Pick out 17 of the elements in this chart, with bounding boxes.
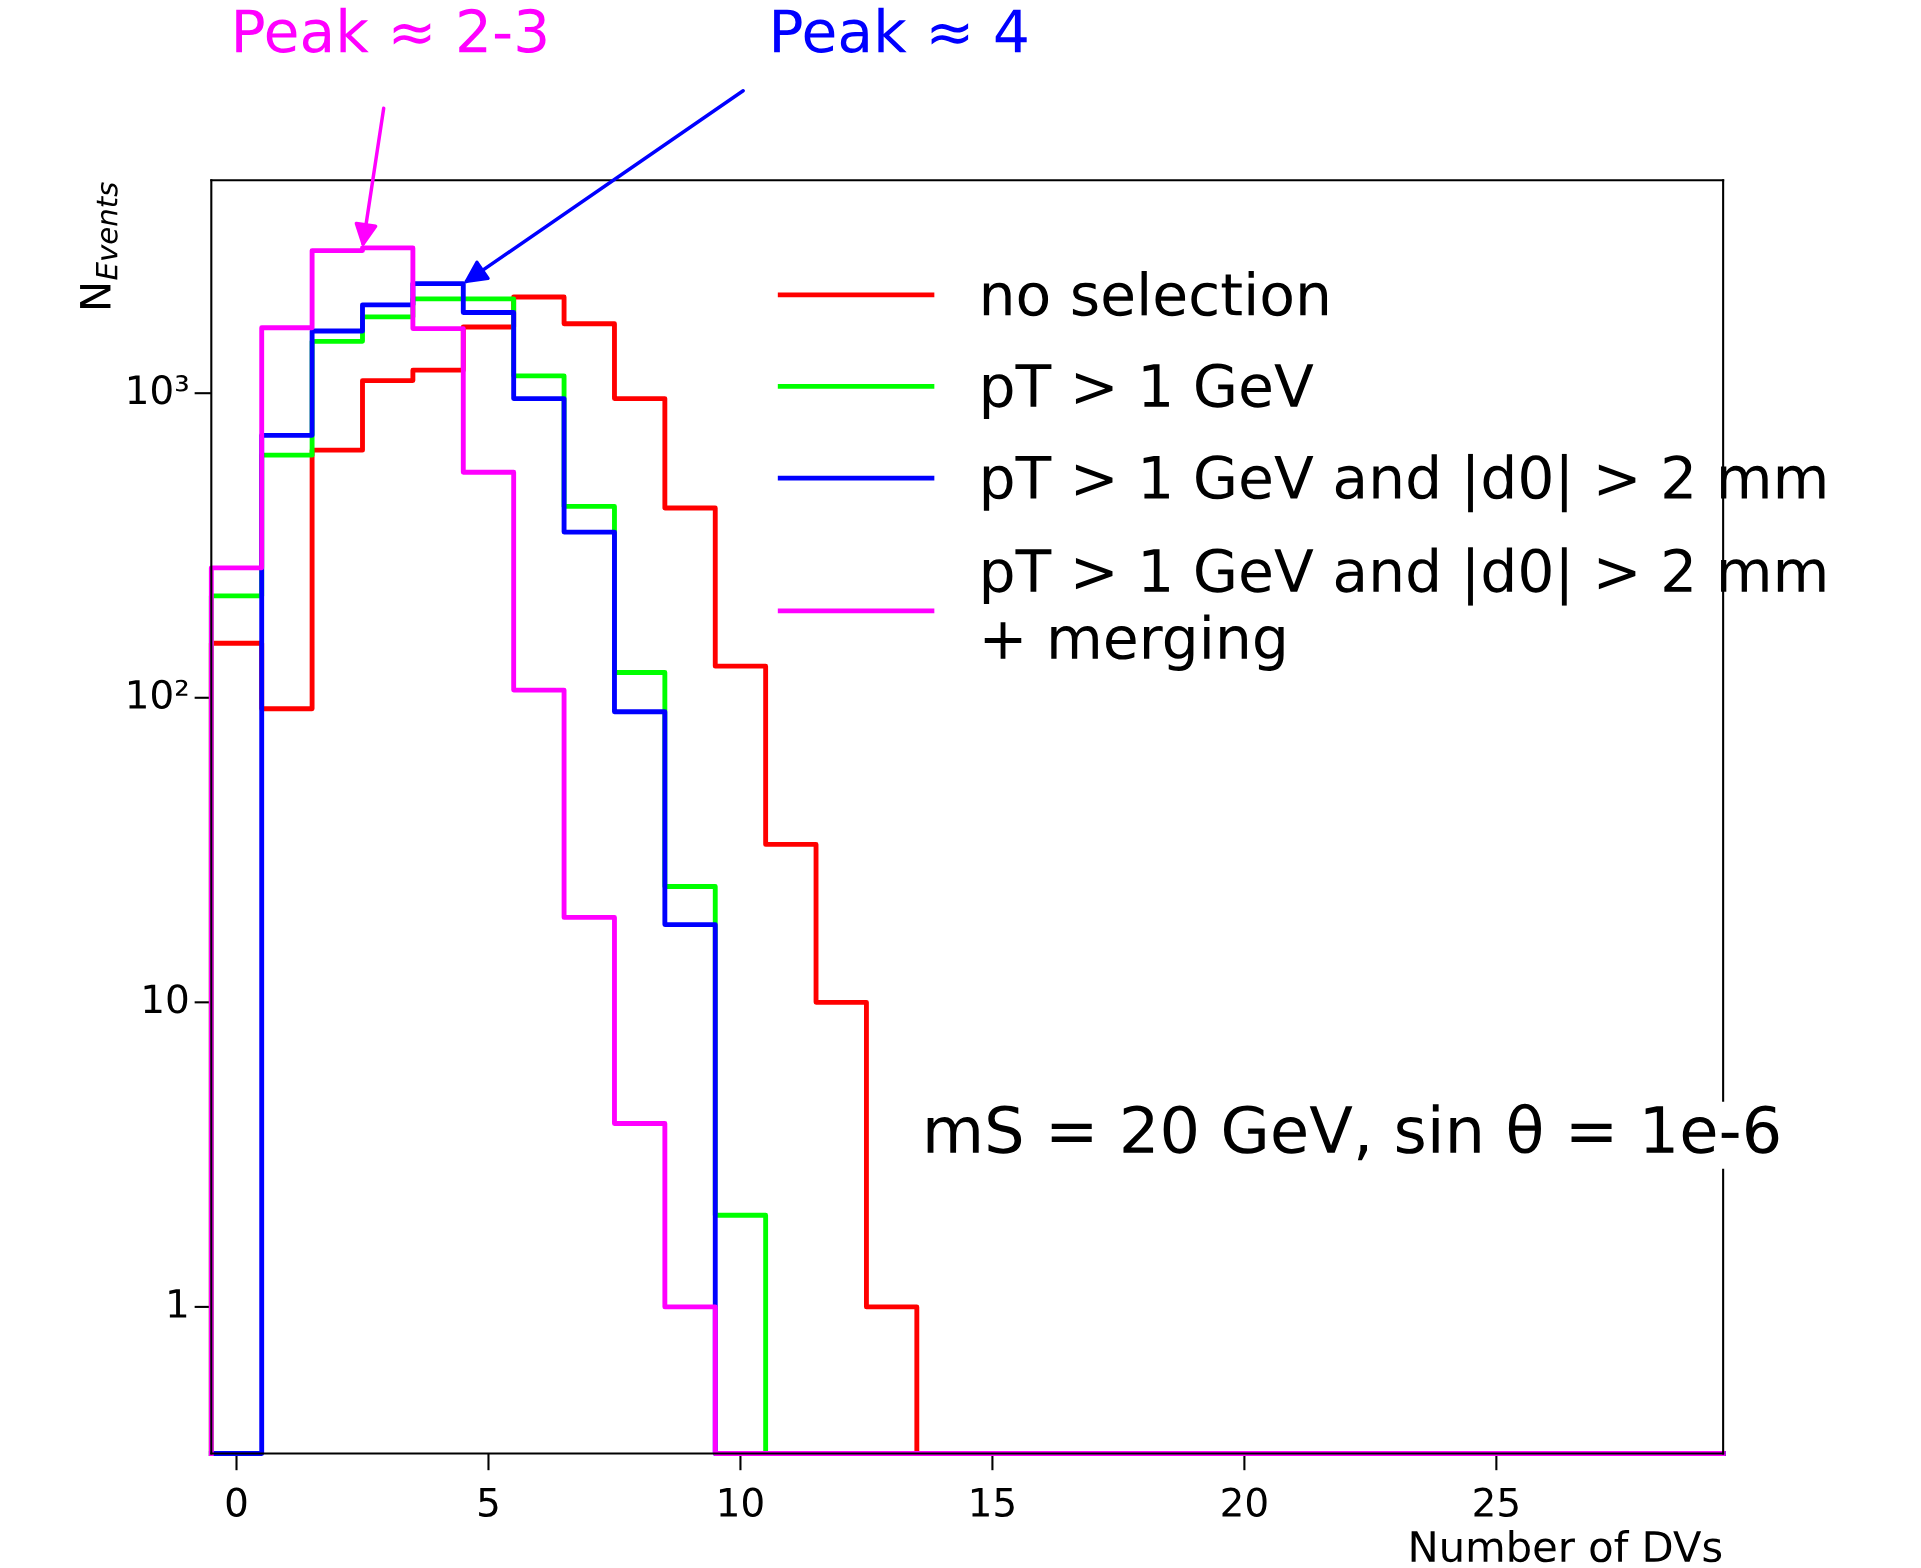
x-tick-label: 0 xyxy=(226,1487,247,1517)
y-tick-label: 10 xyxy=(144,984,188,1014)
y-axis-title: N$_{Events}$ xyxy=(80,182,118,308)
x-tick-label: 15 xyxy=(971,1488,1014,1517)
annotation: Peak ≈ 2-3 xyxy=(236,7,546,53)
annotation: mS = 20 GeV, sin θ = 1e-6 xyxy=(927,1103,1779,1161)
legend-label: no selection xyxy=(983,271,1328,317)
y-tick-label: 1 xyxy=(169,1289,187,1318)
x-tick-label: 10 xyxy=(719,1487,763,1517)
annotation: Peak ≈ 4 xyxy=(774,7,1027,53)
y-tick-label: 10³ xyxy=(128,375,188,405)
x-tick-label: 25 xyxy=(1474,1487,1518,1517)
x-axis-title: Number of DVs xyxy=(1411,1530,1722,1563)
y-tick-label: 10² xyxy=(128,679,188,710)
x-tick-label: 5 xyxy=(479,1488,498,1517)
legend-label: pT > 1 GeV xyxy=(983,363,1314,419)
x-tick-label: 20 xyxy=(1222,1487,1267,1517)
